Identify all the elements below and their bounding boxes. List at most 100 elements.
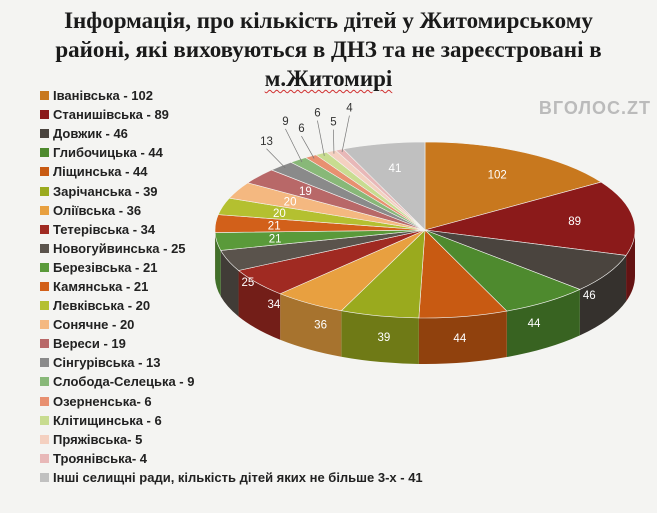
- legend-label: Ліщинська - 44: [53, 164, 148, 180]
- legend-swatch: [40, 224, 49, 234]
- legend-swatch: [40, 129, 49, 139]
- data-label: 6: [314, 108, 320, 120]
- legend-label: Довжик - 46: [53, 126, 128, 142]
- legend-item: Іванівська - 102: [40, 86, 423, 105]
- legend-swatch: [40, 186, 49, 196]
- data-label: 36: [314, 320, 327, 332]
- data-label: 44: [528, 318, 541, 330]
- data-label: 9: [282, 116, 288, 128]
- legend-item: Новогуйвинська - 25: [40, 239, 423, 258]
- legend-swatch: [40, 453, 49, 463]
- leader-line: [341, 115, 350, 153]
- pie-slice-side: [238, 270, 281, 340]
- data-label: 20: [273, 208, 286, 220]
- legend-label: Іванівська - 102: [53, 88, 153, 104]
- legend-swatch: [40, 434, 49, 444]
- title-line-1: Інформація, про кількість дітей у Житоми…: [64, 8, 593, 33]
- legend-item: Інші селищні ради, кількість дітей яких …: [40, 468, 423, 487]
- legend-swatch: [40, 472, 49, 482]
- data-label: 39: [377, 332, 390, 344]
- pie-slice-side: [579, 255, 627, 336]
- data-label: 41: [389, 163, 402, 175]
- legend-label: Сінгурівська - 13: [53, 355, 161, 371]
- pie-slice-side: [280, 293, 342, 357]
- legend-item: Березівська - 21: [40, 258, 423, 277]
- legend-swatch: [40, 91, 49, 101]
- data-label: 4: [346, 103, 353, 115]
- legend-swatch: [40, 262, 49, 272]
- legend-label: Троянівська- 4: [53, 450, 148, 466]
- legend-item: Пряжівська- 5: [40, 430, 423, 449]
- legend-label: Інші селищні ради, кількість дітей яких …: [53, 469, 423, 485]
- legend-item: Левківська - 20: [40, 296, 423, 315]
- legend-swatch: [40, 148, 49, 158]
- data-label: 46: [583, 290, 596, 302]
- legend-swatch: [40, 320, 49, 330]
- legend-item: Вереси - 19: [40, 334, 423, 353]
- legend-item: Сонячне - 20: [40, 315, 423, 334]
- data-label: 34: [267, 299, 280, 311]
- legend-label: Тетерівська - 34: [53, 221, 156, 237]
- leader-line: [301, 135, 315, 159]
- pie-slice-side: [215, 232, 221, 297]
- legend-item: Слобода-Селецька - 9: [40, 372, 423, 391]
- legend-swatch: [40, 301, 49, 311]
- leader-line: [317, 120, 325, 156]
- watermark-logo: ВГОЛОС.ZT: [538, 98, 651, 118]
- legend-item: Озерненська- 6: [40, 392, 423, 411]
- legend-label: Пряжівська- 5: [53, 431, 143, 447]
- data-label: 19: [299, 186, 312, 198]
- legend-swatch: [40, 243, 49, 253]
- legend-swatch: [40, 339, 49, 349]
- legend-item: Троянівська- 4: [40, 449, 423, 468]
- legend-label: Глибочицька - 44: [53, 145, 163, 161]
- pie-slice: [424, 181, 636, 256]
- pie-slice-side: [341, 310, 419, 364]
- legend-label: Оліївська - 36: [53, 202, 142, 218]
- legend-swatch: [40, 110, 49, 120]
- pie-slice-side: [418, 311, 507, 364]
- pie-slice-side: [506, 289, 580, 358]
- data-label: 6: [298, 123, 304, 135]
- legend-swatch: [40, 281, 49, 291]
- data-label: 25: [241, 277, 254, 289]
- pie-slice: [342, 141, 426, 231]
- legend-item: Глибочицька - 44: [40, 143, 423, 162]
- legend-label: Станишівська - 89: [53, 107, 169, 123]
- data-label: 21: [268, 220, 281, 232]
- data-label: 20: [284, 196, 297, 208]
- legend-label: Вереси - 19: [53, 336, 126, 352]
- leader-line: [266, 148, 286, 169]
- legend-item: Довжик - 46: [40, 124, 423, 143]
- data-label: 5: [330, 117, 336, 129]
- legend-swatch: [40, 377, 49, 387]
- legend-swatch: [40, 415, 49, 425]
- leader-line: [285, 128, 303, 163]
- data-label: 21: [269, 233, 282, 245]
- legend-swatch: [40, 358, 49, 368]
- legend-label: Клітищинська - 6: [53, 412, 162, 428]
- legend-item: Сінгурівська - 13: [40, 353, 423, 372]
- legend-label: Слобода-Селецька - 9: [53, 374, 195, 390]
- title-line-2: районі, які виховуються в ДНЗ та не заре…: [55, 37, 602, 62]
- legend-label: Озерненська- 6: [53, 393, 152, 409]
- legend-item: Станишівська - 89: [40, 105, 423, 124]
- legend-swatch: [40, 205, 49, 215]
- legend-label: Камянська - 21: [53, 278, 149, 294]
- legend-item: Камянська - 21: [40, 277, 423, 296]
- legend-swatch: [40, 167, 49, 177]
- legend-swatch: [40, 396, 49, 406]
- legend-label: Левківська - 20: [53, 298, 151, 314]
- legend-item: Оліївська - 36: [40, 201, 423, 220]
- chart-title: Інформація, про кількість дітей у Житоми…: [0, 6, 657, 93]
- legend-item: Клітищинська - 6: [40, 411, 423, 430]
- legend-item: Зарічанська - 39: [40, 181, 423, 200]
- legend-label: Новогуйвинська - 25: [53, 240, 186, 256]
- data-label: 89: [568, 216, 581, 228]
- legend-item: Тетерівська - 34: [40, 220, 423, 239]
- legend-label: Зарічанська - 39: [53, 183, 158, 199]
- legend-label: Сонячне - 20: [53, 317, 135, 333]
- legend-label: Березівська - 21: [53, 259, 158, 275]
- data-label: 44: [453, 333, 466, 345]
